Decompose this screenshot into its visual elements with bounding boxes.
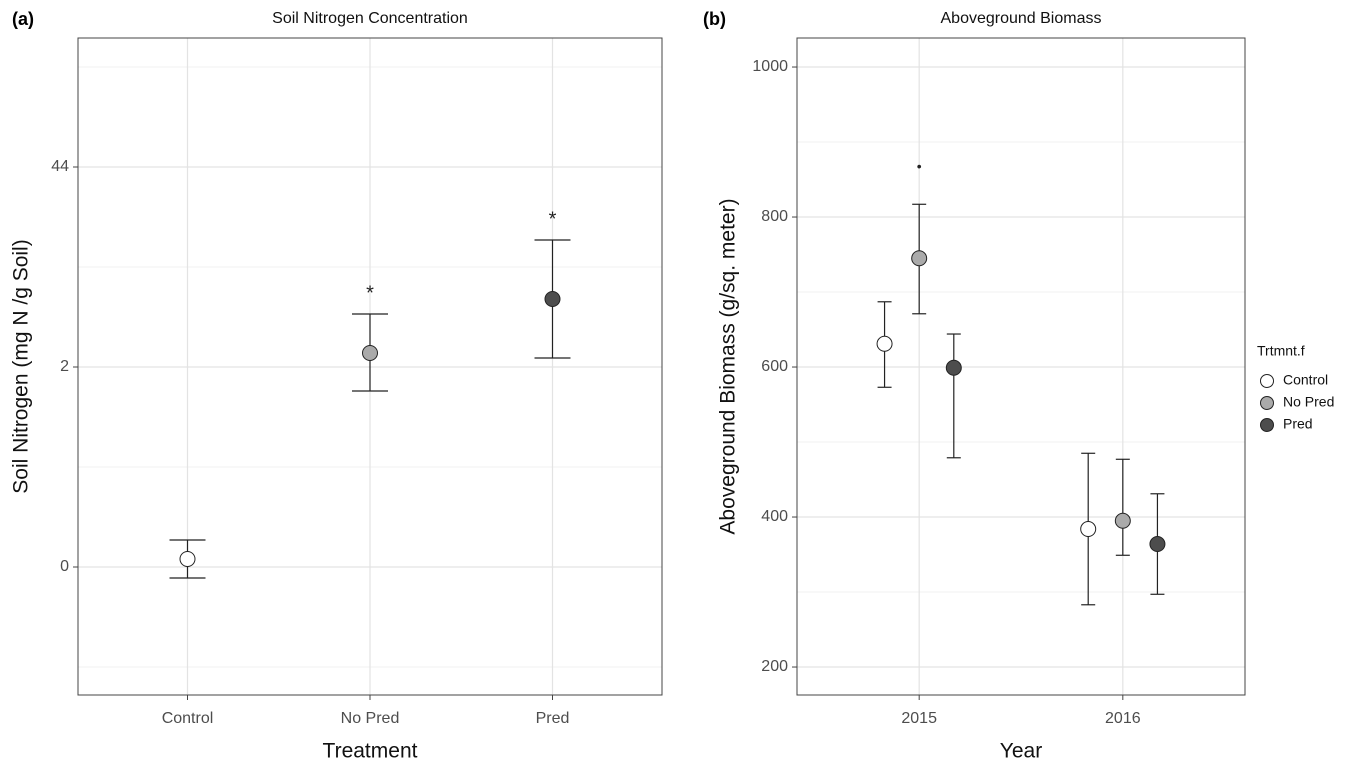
- y-tick-label: 400: [761, 508, 788, 525]
- panel-label: (a): [12, 9, 34, 29]
- panel-title: Soil Nitrogen Concentration: [272, 10, 468, 27]
- x-axis-title: Year: [1000, 740, 1042, 763]
- y-tick-label: 2: [60, 358, 69, 375]
- legend-swatch: [1260, 374, 1274, 388]
- legend-label: Pred: [1283, 416, 1313, 432]
- point: [179, 551, 196, 567]
- y-tick-label: 0: [60, 558, 69, 575]
- point: [876, 335, 893, 352]
- legend-swatch: [1260, 396, 1274, 410]
- y-tick-label: 600: [761, 358, 788, 375]
- legend-label: No Pred: [1283, 394, 1334, 410]
- legend-label: Control: [1283, 372, 1328, 388]
- point: [1080, 521, 1097, 538]
- legend-title: Trtmnt.f: [1257, 343, 1305, 359]
- point: [911, 250, 928, 267]
- point: [945, 359, 962, 376]
- y-tick-label: 44: [51, 158, 69, 175]
- x-tick-label: 2015: [901, 710, 937, 727]
- x-tick-label: 2016: [1105, 710, 1141, 727]
- y-tick-label: 200: [761, 658, 788, 675]
- annotation: *: [549, 208, 557, 230]
- y-tick-label: 1000: [752, 58, 788, 75]
- x-tick-label: Control: [162, 710, 214, 727]
- annotation: *: [366, 282, 374, 304]
- panel-label: (b): [703, 9, 726, 29]
- legend-swatch: [1260, 418, 1274, 432]
- annotation: •: [917, 158, 922, 174]
- y-axis-title: Soil Nitrogen (mg N /g Soil): [10, 239, 33, 493]
- point: [1114, 512, 1131, 529]
- y-axis-title: Aboveground Biomass (g/sq. meter): [717, 198, 740, 534]
- y-tick-label: 800: [761, 208, 788, 225]
- plot-border: [796, 37, 1246, 696]
- point: [362, 345, 378, 361]
- x-axis-title: Treatment: [323, 740, 418, 763]
- x-tick-label: Pred: [536, 710, 570, 727]
- point: [544, 291, 561, 307]
- x-tick-label: No Pred: [341, 710, 400, 727]
- panel-title: Aboveground Biomass: [941, 10, 1102, 27]
- point: [1149, 536, 1166, 553]
